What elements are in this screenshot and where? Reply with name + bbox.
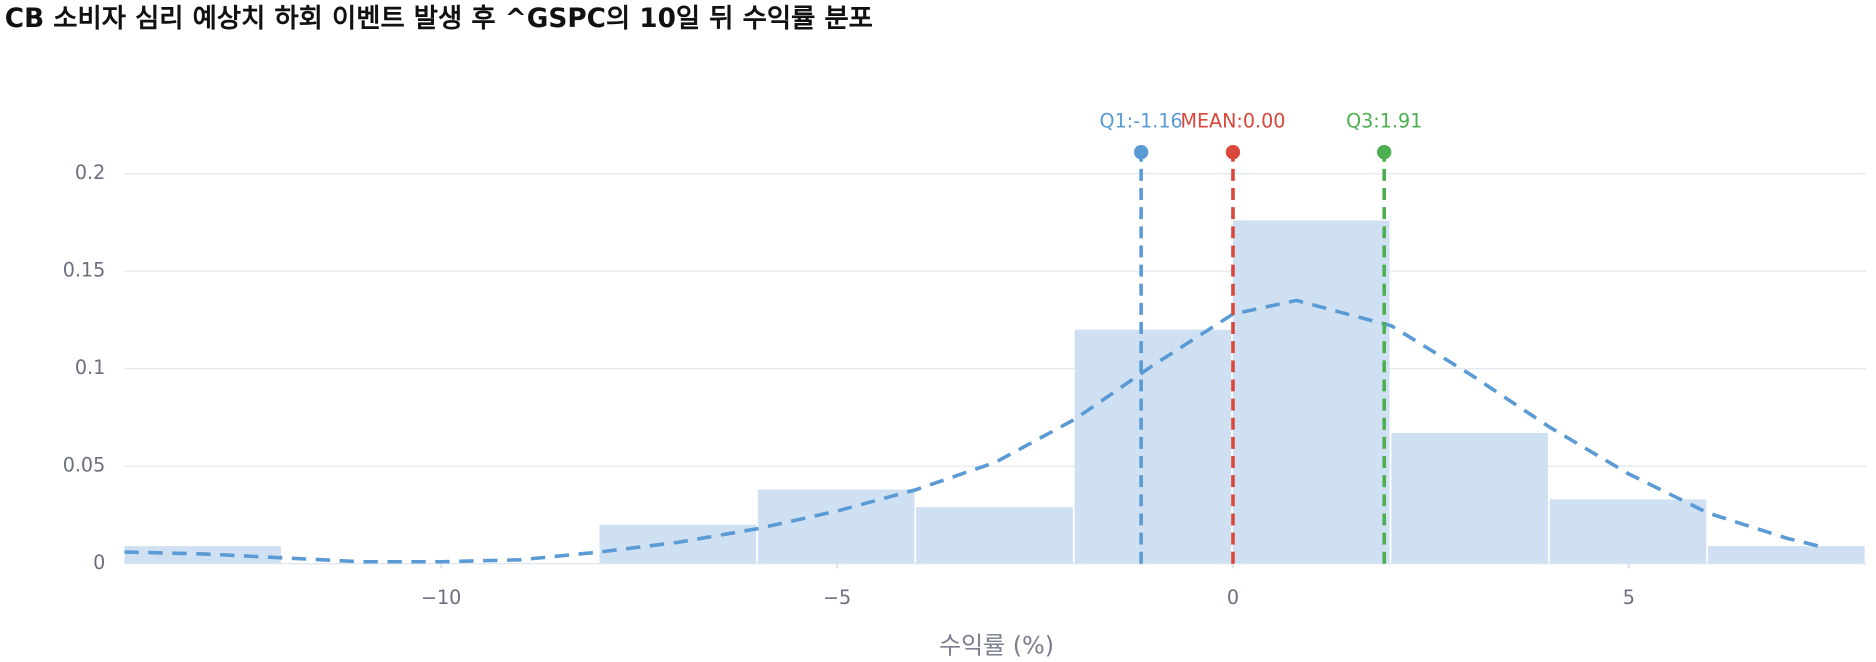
- y-tick-label: 0: [93, 551, 105, 574]
- y-tick-label: 0.1: [75, 356, 105, 379]
- stat-label: MEAN:0.00: [1180, 110, 1285, 133]
- x-axis-title: 수익률 (%): [939, 631, 1054, 659]
- density-curve: [124, 298, 1828, 564]
- bar: [599, 524, 757, 564]
- bar: [1708, 546, 1865, 564]
- bar: [1074, 329, 1232, 564]
- stat-label: Q3:1.91: [1346, 110, 1422, 133]
- stat-marker: [1377, 144, 1392, 160]
- y-tick-label: 0.15: [63, 259, 106, 282]
- x-tick-label: 0: [1227, 586, 1239, 609]
- bar: [1391, 433, 1548, 564]
- chart-title: CB 소비자 심리 예상치 하회 이벤트 발생 후 ^GSPC의 10일 뒤 수…: [5, 4, 873, 34]
- y-tick-label: 0.05: [63, 454, 106, 477]
- stat-marker: [1133, 144, 1149, 160]
- bar: [1232, 220, 1390, 564]
- stat-marker: [1225, 144, 1241, 160]
- x-tick-label: 5: [1623, 586, 1635, 609]
- x-tick-label: −10: [421, 586, 461, 609]
- bar: [1549, 499, 1707, 564]
- bar: [916, 507, 1073, 564]
- y-tick-label: 0.2: [75, 161, 105, 184]
- x-tick-label: −5: [823, 586, 851, 609]
- stat-label: Q1:-1.16: [1100, 110, 1183, 133]
- bar: [757, 489, 915, 564]
